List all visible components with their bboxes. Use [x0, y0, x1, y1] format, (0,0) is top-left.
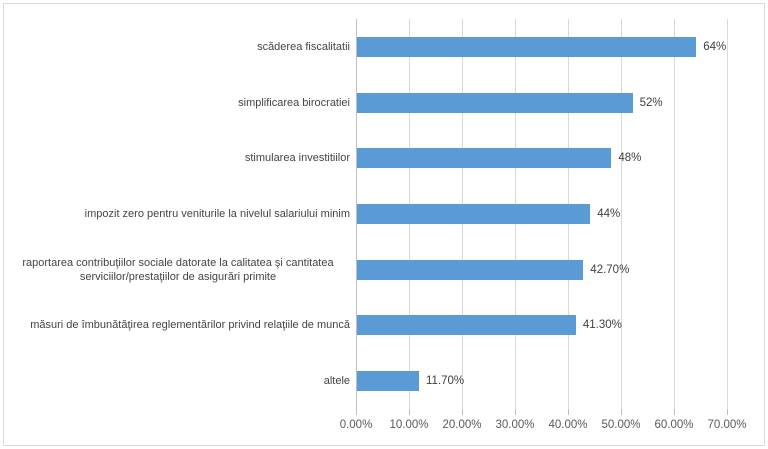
bar	[357, 148, 612, 169]
x-axis-tick-label: 0.00%	[339, 419, 373, 431]
value-axis-line	[356, 19, 357, 409]
bar	[357, 204, 591, 224]
tick-mark	[674, 409, 675, 415]
tick-mark	[356, 409, 357, 415]
data-label: 48%	[618, 152, 642, 165]
category-label: raportarea contribuţiilor sociale datora…	[6, 242, 350, 298]
category-label-text: stimularea investitiilor	[244, 152, 350, 165]
tick-mark	[409, 409, 410, 415]
plot-area: 64% 52% 48% 44% 42.70% 41.30% 11.70%	[356, 19, 728, 409]
tick-mark	[515, 409, 516, 415]
category-label-text: scăderea fiscalitatii	[257, 40, 350, 53]
bar	[357, 92, 633, 113]
category-label-text: simplificarea birocratiei	[238, 96, 350, 109]
data-label: 41.30%	[582, 319, 622, 332]
x-axis-tick-label: 40.00%	[548, 419, 588, 431]
category-label: scăderea fiscalitatii	[6, 19, 350, 75]
x-axis-tick-label: 50.00%	[601, 419, 641, 431]
gridline	[727, 19, 728, 409]
category-label: stimularea investitiilor	[6, 130, 350, 186]
x-axis-tick-label: 60.00%	[654, 419, 694, 431]
category-label-text: altele	[323, 375, 350, 388]
data-label: 11.70%	[426, 375, 465, 388]
tick-mark	[621, 409, 622, 415]
gridline	[621, 19, 622, 409]
x-axis-tick-label: 70.00%	[707, 419, 747, 431]
tick-mark	[568, 409, 569, 415]
category-label-text: impozit zero pentru veniturile la nivelu…	[84, 207, 350, 220]
data-label: 44%	[597, 208, 621, 220]
tick-mark	[727, 409, 728, 415]
category-label: altele	[6, 353, 350, 409]
bar	[357, 315, 576, 336]
category-label: impozit zero pentru veniturile la nivelu…	[6, 186, 350, 242]
bar	[357, 36, 697, 57]
category-label: măsuri de îmbunătăţirea reglementărilor …	[6, 298, 350, 354]
x-axis-tick-label: 20.00%	[442, 419, 482, 431]
data-label: 42.70%	[590, 263, 630, 276]
x-axis-tick-label: 10.00%	[389, 419, 429, 431]
gridline	[674, 19, 675, 409]
category-label-text: raportarea contribuţiilor sociale datora…	[22, 256, 334, 283]
bar	[357, 371, 419, 392]
bar	[357, 259, 584, 280]
data-label: 52%	[639, 96, 663, 109]
category-label-text: măsuri de îmbunătăţirea reglementărilor …	[30, 319, 350, 332]
tick-mark	[462, 409, 463, 415]
x-axis-tick-label: 30.00%	[495, 419, 535, 431]
data-label: 64%	[703, 40, 727, 53]
category-label: simplificarea birocratiei	[6, 75, 350, 131]
